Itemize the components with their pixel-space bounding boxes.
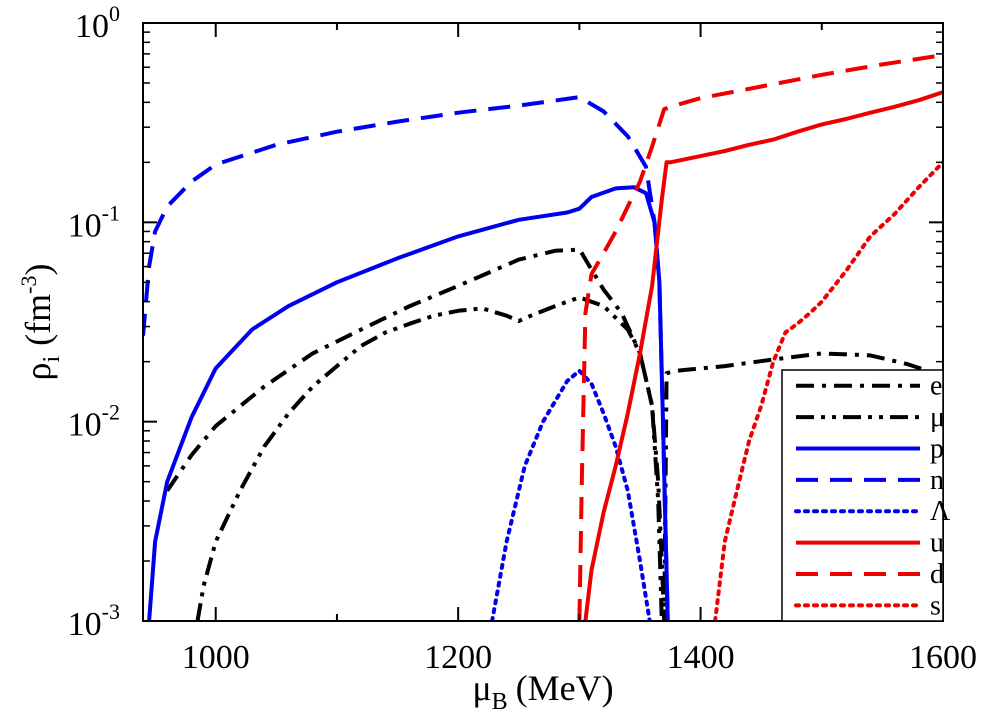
axes-group: 1000 1200 1400 1600 10-3 10-2 10-1 100: [68, 1, 977, 676]
series-line-3: [143, 95, 670, 621]
y-axis-title: ρi(fm-3): [16, 264, 65, 381]
legend-label: d: [930, 559, 944, 590]
legend-box: [781, 369, 944, 622]
legend-label: e: [930, 371, 942, 402]
legend-label: Λ: [930, 496, 951, 527]
x-axis-title: μB (MeV): [472, 668, 613, 711]
series-line-7: [713, 160, 943, 621]
plot-frame: [142, 22, 944, 622]
series-line-0: [165, 247, 943, 621]
legend-label: u: [930, 528, 944, 559]
series-line-1: [195, 295, 664, 621]
axis-labels: μB (MeV) ρi(fm-3): [16, 264, 614, 711]
legend-label: n: [930, 465, 944, 496]
series-line-5: [583, 90, 943, 621]
y-tick-label: 10-2: [68, 400, 120, 444]
legend-label: s: [930, 590, 941, 621]
series-line-6: [577, 53, 943, 621]
series-group: [143, 53, 943, 621]
y-tick-label: 10-1: [68, 200, 120, 244]
x-tick-label: 1200: [424, 639, 492, 676]
x-tick-label: 1400: [667, 639, 735, 676]
x-tick-label: 1000: [182, 639, 250, 676]
y-tick-label: 100: [75, 1, 120, 45]
y-tick-label: 10-3: [68, 599, 120, 643]
x-tick-label: 1600: [909, 639, 977, 676]
legend-label: μ: [930, 402, 945, 433]
legend-label: p: [930, 433, 944, 464]
